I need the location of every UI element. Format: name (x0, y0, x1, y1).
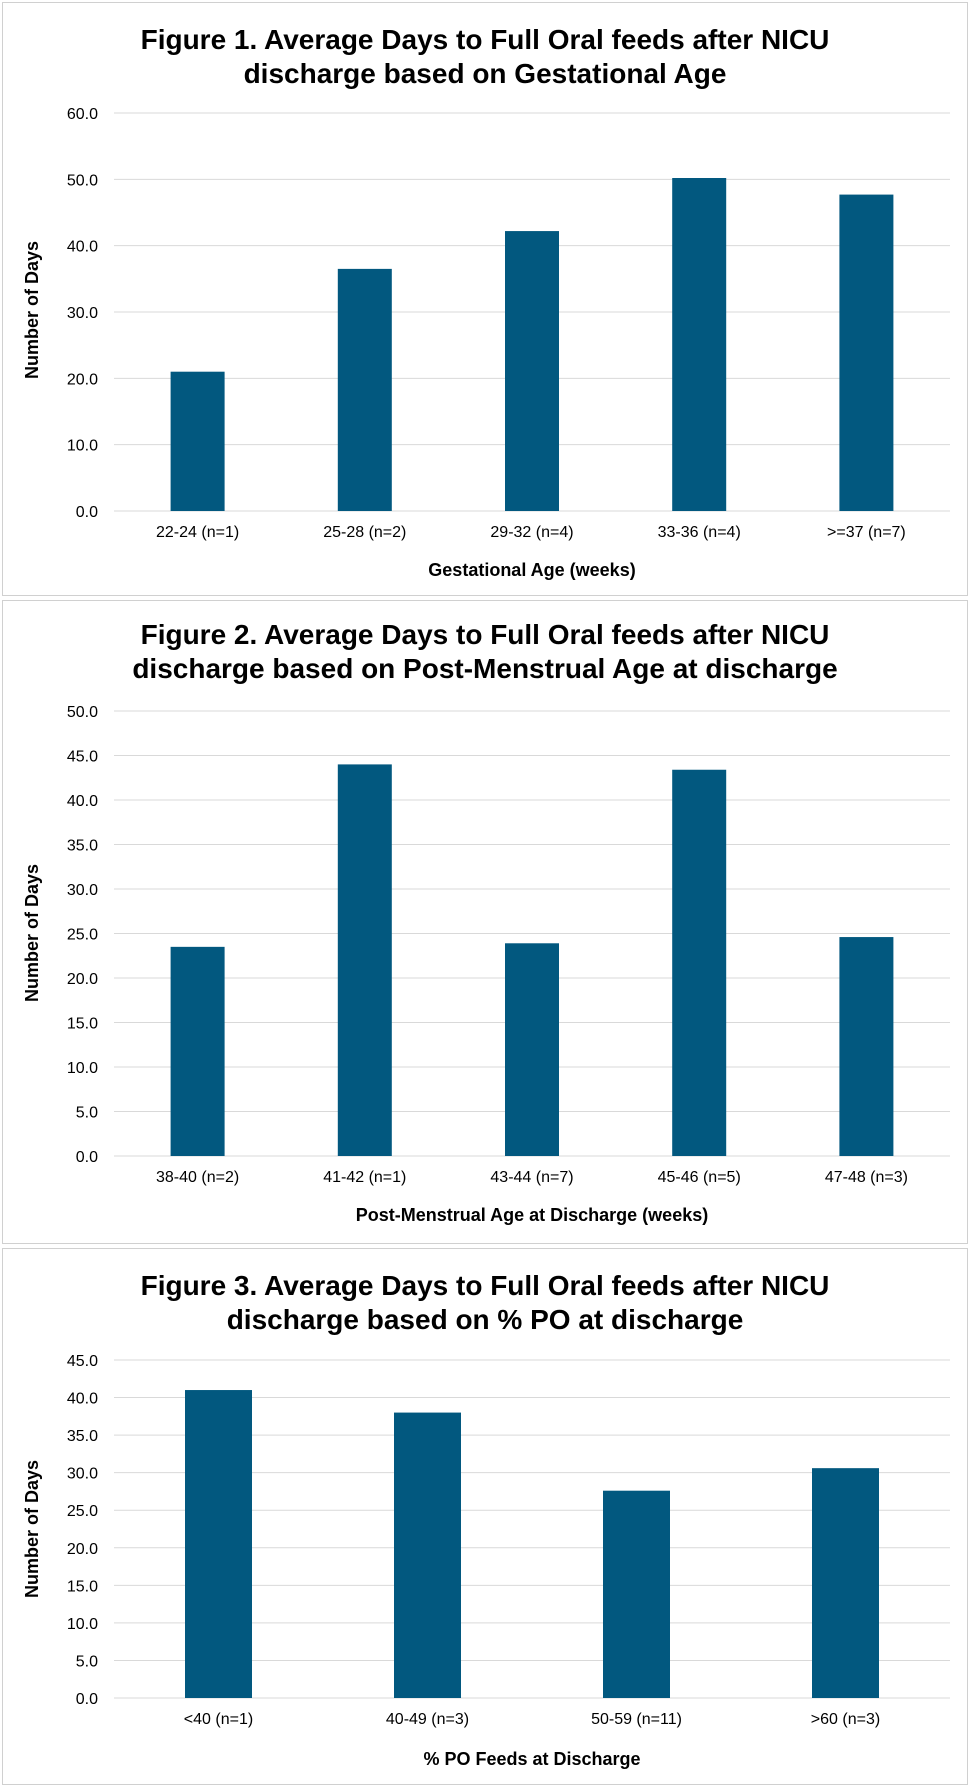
y-tick-label: 35.0 (67, 1428, 98, 1445)
bar (672, 769, 727, 1156)
bar (394, 1412, 461, 1698)
y-axis-title: Number of Days (22, 864, 42, 1002)
y-tick-label: 60.0 (67, 106, 98, 123)
y-tick-label: 15.0 (67, 1016, 98, 1033)
y-tick-label: 0.0 (76, 1149, 98, 1166)
bar (505, 943, 559, 1156)
bar (505, 231, 559, 511)
y-axis-title: Number of Days (22, 1460, 42, 1598)
y-tick-label: 25.0 (67, 1503, 98, 1520)
y-tick-label: 5.0 (76, 1105, 98, 1122)
chart-panel-figure-1: Figure 1. Average Days to Full Oral feed… (2, 2, 968, 596)
bar-chart-figure-3: 0.0 5.0 10.0 15.0 20.0 25.0 30.0 35.0 40.0 45.0 <4… (22, 1353, 950, 1769)
bar (839, 194, 894, 511)
x-tick-label: 25-28 (n=2) (323, 524, 406, 541)
y-tick-label: 20.0 (67, 1541, 98, 1558)
x-tick-label: >=37 (n=7) (827, 524, 906, 541)
chart-title: Figure 2. Average Days to Full Oral feed… (132, 619, 838, 684)
y-tick-label: 35.0 (67, 838, 98, 855)
y-tick-label: 45.0 (67, 749, 98, 766)
x-tick-label: 45-46 (n=5) (658, 1169, 741, 1186)
y-tick-label: 10.0 (67, 1616, 98, 1633)
x-axis-title: Post-Menstrual Age at Discharge (weeks) (356, 1205, 708, 1225)
x-tick-label: 33-36 (n=4) (658, 524, 741, 541)
y-tick-label: 0.0 (76, 504, 98, 521)
y-tick-label: 30.0 (67, 1466, 98, 1483)
y-tick-label: 40.0 (67, 793, 98, 810)
x-tick-label: 38-40 (n=2) (156, 1169, 239, 1186)
bar (170, 946, 225, 1156)
bar (337, 268, 392, 511)
y-tick-label: 50.0 (67, 704, 98, 721)
chart-title: Figure 1. Average Days to Full Oral feed… (140, 24, 830, 89)
y-tick-label: 10.0 (67, 1060, 98, 1077)
x-tick-label: 40-49 (n=3) (386, 1711, 469, 1728)
x-tick-label: >60 (n=3) (811, 1711, 880, 1728)
y-tick-label: 0.0 (76, 1691, 98, 1708)
bar-chart-figure-1: 0.0 10.0 20.0 30.0 40.0 50.0 60.0 22-24 (n=1) 25… (22, 106, 950, 580)
y-tick-label: 20.0 (67, 971, 98, 988)
y-tick-label: 15.0 (67, 1578, 98, 1595)
chart-panel-figure-2: Figure 2. Average Days to Full Oral feed… (2, 600, 968, 1244)
y-tick-label: 30.0 (67, 305, 98, 322)
y-tick-label: 30.0 (67, 882, 98, 899)
y-tick-label: 5.0 (76, 1653, 98, 1670)
y-tick-label: 10.0 (67, 438, 98, 455)
x-tick-label: 29-32 (n=4) (490, 524, 573, 541)
bar (337, 764, 392, 1156)
bar (839, 937, 894, 1156)
bar (185, 1390, 252, 1698)
y-tick-label: 40.0 (67, 239, 98, 256)
bar-chart-figure-2: 0.0 5.0 10.0 15.0 20.0 25.0 30.0 35.0 40.0 45.0 50… (22, 704, 950, 1225)
x-tick-label: 22-24 (n=1) (156, 524, 239, 541)
y-tick-label: 50.0 (67, 172, 98, 189)
x-tick-label: 43-44 (n=7) (490, 1169, 573, 1186)
bar (812, 1468, 879, 1698)
chart-panel-figure-3: Figure 3. Average Days to Full Oral feed… (2, 1248, 968, 1785)
x-tick-label: 47-48 (n=3) (825, 1169, 908, 1186)
x-axis-title: Gestational Age (weeks) (428, 560, 635, 580)
y-tick-label: 20.0 (67, 371, 98, 388)
y-tick-label: 25.0 (67, 927, 98, 944)
y-tick-label: 40.0 (67, 1391, 98, 1408)
x-tick-label: <40 (n=1) (184, 1711, 253, 1728)
bar (672, 178, 727, 512)
bar (170, 371, 225, 511)
x-axis-title: % PO Feeds at Discharge (423, 1749, 640, 1769)
x-tick-label: 41-42 (n=1) (323, 1169, 406, 1186)
y-axis-title: Number of Days (22, 241, 42, 379)
x-tick-label: 50-59 (n=11) (591, 1711, 682, 1728)
y-tick-label: 45.0 (67, 1353, 98, 1370)
chart-title: Figure 3. Average Days to Full Oral feed… (140, 1270, 830, 1335)
bar (603, 1490, 670, 1698)
